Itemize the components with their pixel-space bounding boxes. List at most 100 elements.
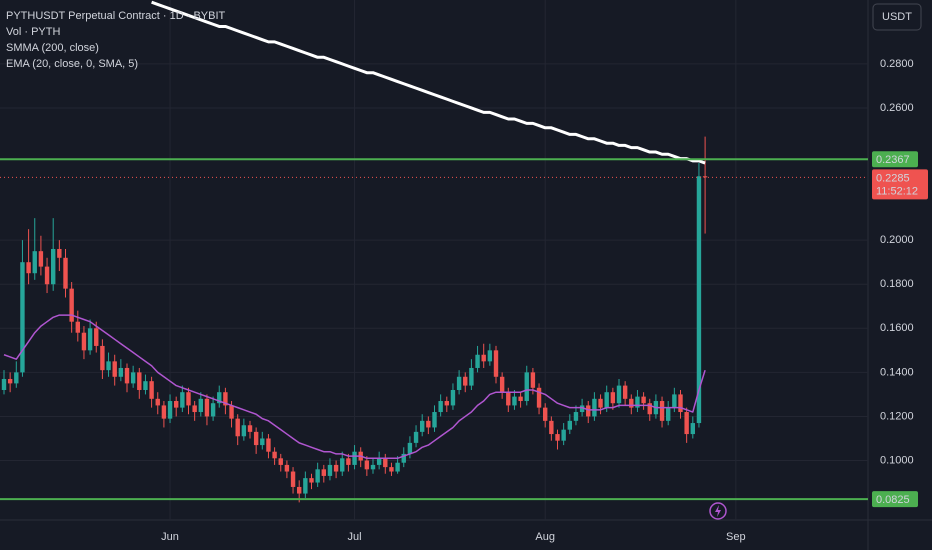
indicator-line [3,314,706,460]
candle-body [20,262,25,373]
candle-body [303,478,308,494]
candle-body [383,458,388,468]
candle-body [1,378,7,390]
candle-body [543,407,548,421]
candle-body [223,392,228,406]
candle-body [506,392,511,406]
candle-body [678,394,683,413]
candle-body [567,420,572,430]
candle-body [210,403,216,417]
candle-body [340,458,345,472]
candle-body [69,288,74,322]
x-tick-label: Sep [726,531,746,543]
candle-body [143,381,148,390]
level-label-box [872,491,918,508]
candle-body [198,398,203,413]
candle-body [536,387,542,408]
y-tick-label: 0.1800 [880,278,914,290]
indicator-line [151,0,706,165]
level-label: 0.2367 [876,154,910,166]
candle-body [487,350,493,362]
candle-body [622,385,628,399]
candle-body [432,412,437,428]
candle-body [57,248,62,258]
candle-body [696,176,702,424]
candle-body [278,458,283,465]
level-label: 0.0825 [876,494,910,506]
candle-body [389,467,394,472]
candle-body [149,381,154,399]
candle-body [364,460,370,470]
last-price-box [872,169,928,200]
candle-body [315,469,320,483]
candle-body [130,372,136,384]
candle-body [444,401,449,406]
candle-body [137,372,142,390]
candle-body [512,396,517,406]
candle-body [112,361,117,377]
candle-body [413,431,419,443]
candle-body [186,392,191,406]
candle-body [659,401,665,421]
candle-body [204,398,210,417]
candle-body [401,453,406,463]
candle-body [604,392,609,408]
candle-body [14,372,19,384]
candle-body [94,328,99,346]
candle-body [247,425,253,432]
x-tick-label: Aug [535,531,555,543]
candle-body [26,262,31,274]
candle-body [690,423,695,435]
candle-body [32,251,37,274]
candle-body [592,398,597,417]
candle-body [75,321,80,333]
candle-body [352,451,357,465]
candle-body [167,401,173,419]
candle-body [469,367,474,386]
candle-body [518,396,523,402]
candle-body [481,354,486,362]
candle-body [598,398,603,408]
marks [1,0,708,503]
candle-body [346,458,351,465]
currency-label: USDT [882,11,912,23]
currency-button[interactable] [872,3,922,31]
candle-body [321,469,326,476]
legend-entry: SMMA (200, close) [6,42,99,54]
candle-body [180,392,185,408]
y-tick-label: 0.2000 [880,234,914,246]
candle-body [555,434,560,441]
candle-body [549,420,554,435]
candle-body [635,396,640,408]
candle-body [106,361,111,371]
candle-body [395,462,400,472]
candle-body [174,401,179,408]
candle-body [260,438,265,446]
candle-body [629,398,634,408]
y-tick-label: 0.2800 [880,58,914,70]
volume-legend: Vol · PYTH [6,26,60,38]
candle-body [438,401,443,413]
candle-body [7,378,13,384]
candle-body [370,464,376,470]
candle-body [376,458,382,465]
y-tick-label: 0.2600 [880,102,914,114]
y-tick-label: 0.1400 [880,366,914,378]
candle-body [407,442,413,454]
countdown-label: 11:52:12 [876,185,918,197]
candle-body [100,345,105,371]
candle-body [573,412,579,421]
last-price-label: 0.2285 [876,172,910,184]
candle-body [229,405,234,419]
candle-body [666,407,671,421]
candle-body [530,372,536,388]
candle-body [241,425,247,437]
candle-body [647,403,652,415]
candle-body [297,486,302,494]
candle-body [155,398,160,406]
candle-body [63,257,68,289]
candle-body [702,176,708,178]
